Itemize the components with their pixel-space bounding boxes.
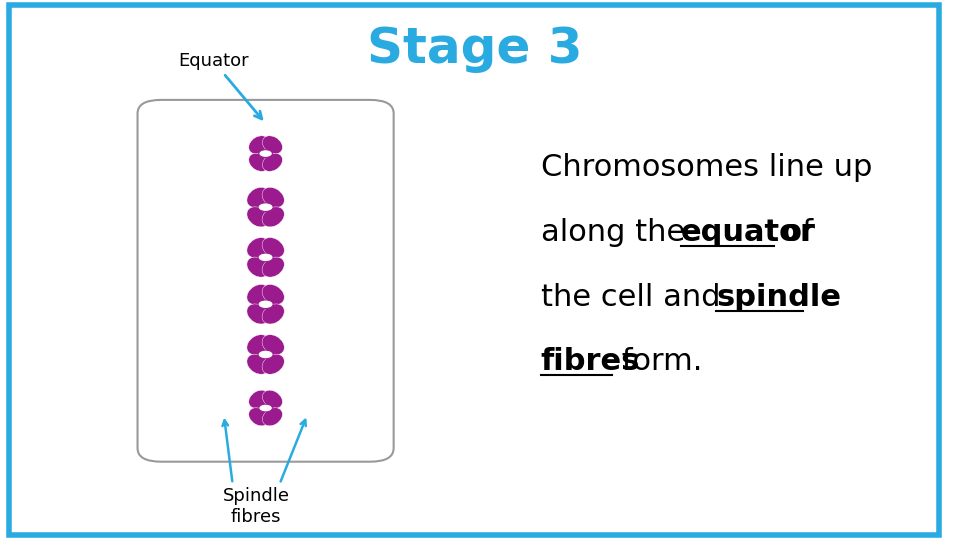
Ellipse shape: [259, 150, 273, 158]
Ellipse shape: [247, 354, 269, 374]
Ellipse shape: [262, 335, 284, 355]
Text: the cell and: the cell and: [540, 282, 730, 312]
Text: of: of: [774, 218, 813, 247]
Ellipse shape: [262, 187, 284, 207]
Ellipse shape: [258, 300, 274, 308]
Text: form.: form.: [612, 347, 702, 376]
Ellipse shape: [262, 390, 282, 408]
Ellipse shape: [262, 257, 284, 277]
Ellipse shape: [262, 136, 282, 154]
Text: fibres: fibres: [540, 347, 640, 376]
Ellipse shape: [262, 354, 284, 374]
Text: Spindle
fibres: Spindle fibres: [223, 487, 290, 525]
Ellipse shape: [259, 404, 273, 412]
Ellipse shape: [262, 408, 282, 426]
Ellipse shape: [258, 203, 274, 212]
Ellipse shape: [247, 335, 269, 355]
Ellipse shape: [247, 285, 269, 305]
Text: Stage 3: Stage 3: [367, 25, 582, 72]
Ellipse shape: [258, 253, 274, 262]
Ellipse shape: [249, 136, 269, 154]
Ellipse shape: [247, 187, 269, 207]
Ellipse shape: [249, 408, 269, 426]
FancyBboxPatch shape: [137, 100, 394, 462]
Ellipse shape: [262, 238, 284, 258]
Text: Equator: Equator: [179, 52, 262, 119]
Ellipse shape: [262, 304, 284, 324]
Ellipse shape: [262, 153, 282, 171]
Ellipse shape: [249, 153, 269, 171]
Ellipse shape: [247, 257, 269, 277]
Ellipse shape: [262, 207, 284, 227]
Ellipse shape: [247, 304, 269, 324]
Text: equator: equator: [681, 218, 816, 247]
Ellipse shape: [258, 350, 274, 359]
Ellipse shape: [249, 390, 269, 408]
Ellipse shape: [262, 285, 284, 305]
Text: Chromosomes line up: Chromosomes line up: [540, 153, 872, 182]
Ellipse shape: [247, 207, 269, 227]
Text: along the: along the: [540, 218, 695, 247]
Ellipse shape: [247, 238, 269, 258]
Text: spindle: spindle: [716, 282, 841, 312]
